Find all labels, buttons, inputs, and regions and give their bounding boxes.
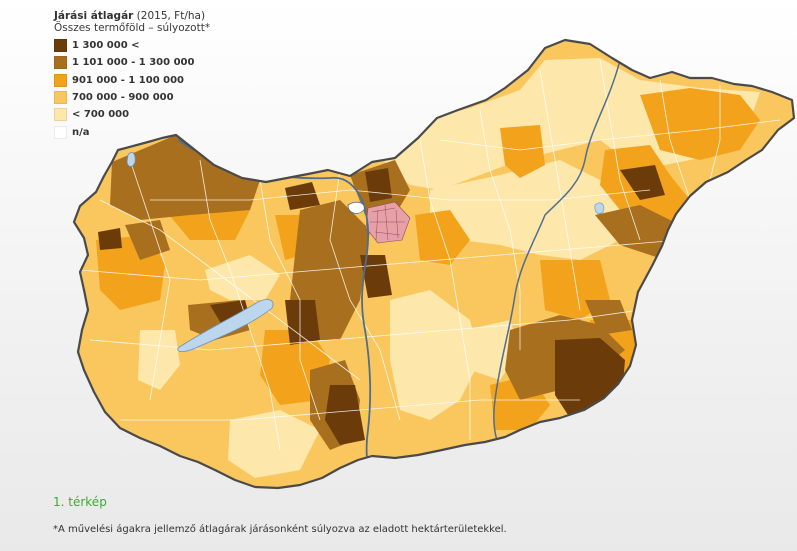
budapest-district-lines: [370, 204, 405, 241]
river-danube: [177, 139, 372, 466]
legend-item: 901 000 - 1 100 000: [54, 72, 314, 89]
river-tisza: [493, 59, 621, 446]
legend-title: Járási átlagár (2015, Ft/ha): [54, 10, 314, 22]
district-region-vas-north-brown: [125, 220, 170, 260]
legend-item: n/a: [54, 123, 314, 140]
legend-item: 1 101 000 - 1 300 000: [54, 54, 314, 71]
district-region-northeast-light: [372, 58, 760, 190]
district-region-balaton-north-light: [205, 255, 280, 300]
legend-items: 1 300 000 < 1 101 000 - 1 300 000 901 000 …: [54, 37, 314, 141]
district-region-tata-dark: [285, 182, 320, 210]
map-legend: Járási átlagár (2015, Ft/ha) Összes term…: [54, 10, 314, 141]
legend-swatch: [54, 73, 67, 87]
legend-swatch: [54, 39, 67, 53]
legend-swatch: [54, 56, 67, 70]
district-region-heves-orange: [500, 125, 545, 178]
footnote: *A művelési ágakra jellemző átlagárak já…: [53, 524, 507, 535]
legend-swatch: [54, 91, 67, 105]
district-region-szombathely-dark: [98, 228, 122, 250]
legend-label: 1 101 000 - 1 300 000: [72, 57, 195, 69]
lake-balaton: [177, 299, 274, 352]
district-region-debrecen-dark: [620, 165, 665, 200]
district-region-orosháza-brown: [585, 300, 632, 335]
legend-title-suffix: (2015, Ft/ha): [133, 10, 206, 22]
legend-label: 700 000 - 900 000: [72, 92, 174, 104]
district-region-northwest-brown: [110, 135, 260, 220]
district-region-kiskunsag-light: [390, 290, 480, 420]
legend-item: < 700 000: [54, 106, 314, 123]
legend-label: < 700 000: [72, 109, 130, 121]
district-region-szabolcs-orange: [640, 88, 760, 160]
legend-subtitle: Összes termőföld – súlyozott*: [54, 22, 211, 34]
lake-tisza: [594, 202, 605, 214]
legend-swatch: [54, 108, 67, 122]
legend-item: 700 000 - 900 000: [54, 89, 314, 106]
district-region-baranya-light: [228, 410, 320, 478]
lake-ferto: [126, 151, 136, 167]
legend-label: 1 300 000 <: [72, 40, 140, 52]
map-caption: 1. térkép: [53, 495, 107, 509]
legend-label: 901 000 - 1 100 000: [72, 74, 185, 86]
legend-item: 1 300 000 <: [54, 37, 314, 54]
szentendre-island: [347, 201, 365, 214]
legend-title-main: Járási átlagár: [54, 10, 134, 22]
legend-swatch: [54, 125, 67, 139]
district-region-enying-dark: [285, 300, 320, 345]
budapest-area: [365, 201, 411, 244]
district-region-paks-dark: [325, 385, 365, 445]
legend-label: n/a: [72, 126, 90, 138]
district-region-great-plain-light: [430, 160, 640, 260]
